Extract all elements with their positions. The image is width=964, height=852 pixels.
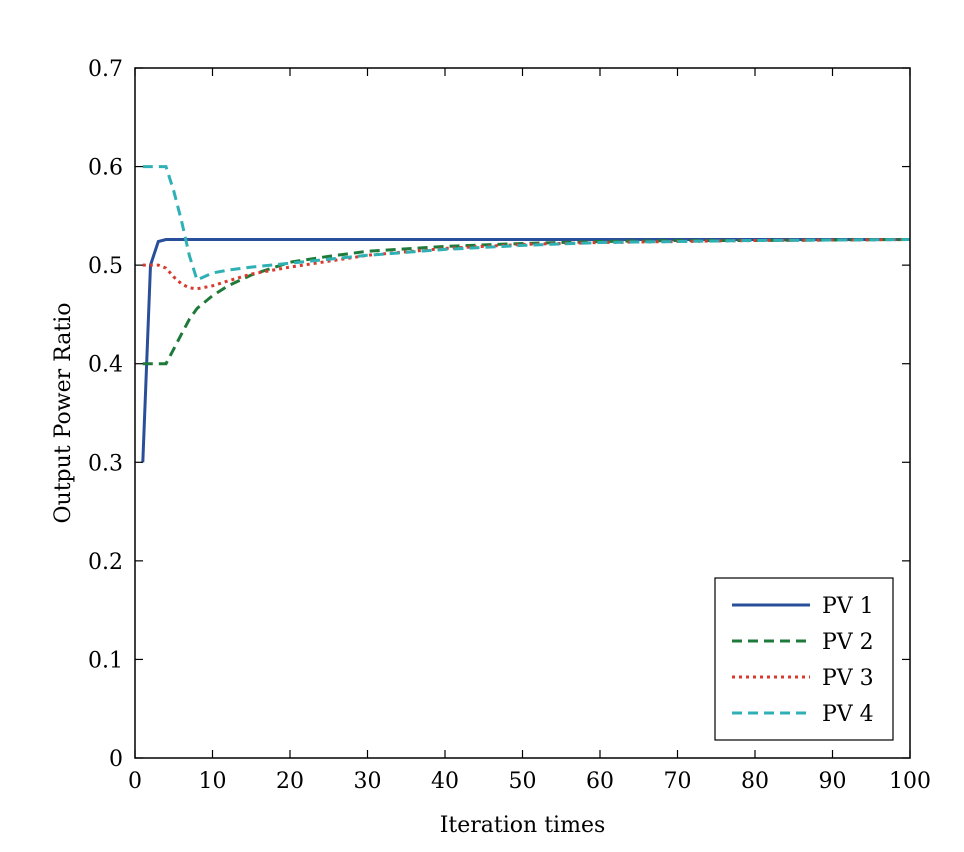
y-tick-label: 0.3 (88, 451, 123, 476)
x-tick-label: 70 (664, 769, 692, 794)
x-tick-label: 90 (819, 769, 847, 794)
x-tick-label: 10 (199, 769, 227, 794)
series-line-1 (141, 238, 910, 463)
ticks-layer: 0 10 20 30 40 50 60 70 80 90 100 0 0.1 0.2 0.3 0.4 0.5 0.… (88, 57, 931, 794)
y-tick-label: 0 (109, 747, 123, 772)
x-tick-label: 100 (889, 769, 931, 794)
series-line-3 (142, 238, 911, 291)
legend-label-2: PV 2 (822, 630, 874, 655)
series-line-2 (142, 238, 911, 366)
y-tick-label: 0.4 (88, 353, 123, 378)
legend-label-3: PV 3 (822, 666, 874, 691)
y-tick-label: 0.5 (88, 254, 123, 279)
x-tick-label: 30 (354, 769, 382, 794)
y-tick-label: 0.7 (88, 57, 123, 82)
y-tick-label: 0.2 (88, 550, 123, 575)
x-tick-label: 20 (276, 769, 304, 794)
series-layer (141, 165, 911, 463)
x-tick-label: 40 (431, 769, 459, 794)
y-axis-label: Output Power Ratio (51, 303, 76, 524)
x-tick-label: 0 (128, 769, 142, 794)
legend-label-4: PV 4 (822, 702, 874, 727)
series-line-4 (142, 165, 911, 282)
y-tick-label: 0.6 (88, 156, 123, 181)
legend: PV 1 PV 2 PV 3 PV 4 (714, 577, 894, 741)
x-axis-label: Iteration times (440, 813, 606, 838)
x-tick-label: 80 (741, 769, 769, 794)
y-tick-label: 0.1 (88, 648, 123, 673)
x-tick-label: 50 (509, 769, 537, 794)
legend-label-1: PV 1 (822, 594, 874, 619)
x-tick-label: 60 (586, 769, 614, 794)
